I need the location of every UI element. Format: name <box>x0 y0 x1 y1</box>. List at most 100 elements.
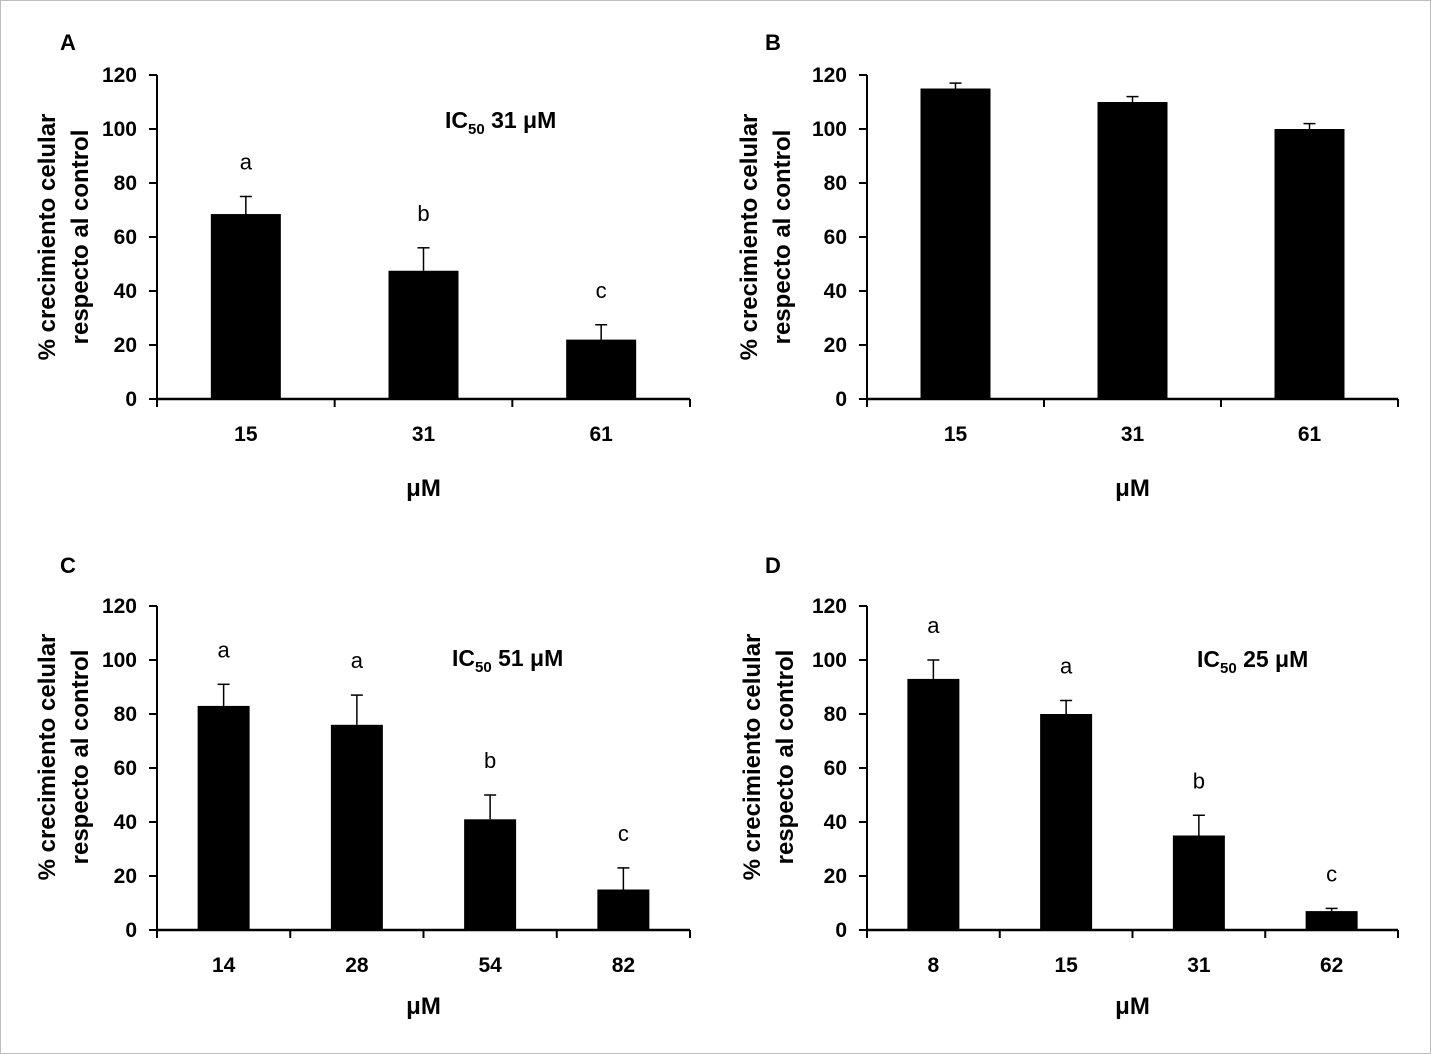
significance-letter: c <box>1326 861 1337 886</box>
y-tick-label: 40 <box>824 811 847 834</box>
ic50-annotation: IC50 25 μM <box>1197 646 1308 677</box>
panel-c: C 0 20 40 60 80 100 120 a 14 a 28 b 54 c 82 μM % crecimie… <box>34 553 691 1020</box>
x-tick-label: 14 <box>212 954 236 977</box>
significance-letter: a <box>218 637 231 662</box>
significance-letter: b <box>484 748 496 773</box>
ic50-subscript: 50 <box>475 659 492 676</box>
bar <box>566 339 637 399</box>
bar <box>388 270 459 399</box>
x-tick-label: 54 <box>478 954 502 977</box>
bar <box>210 214 281 399</box>
bar <box>907 678 960 930</box>
y-tick-label: 60 <box>114 757 137 780</box>
y-tick-label: 20 <box>114 865 137 888</box>
ic50-value: 25 μM <box>1237 646 1309 672</box>
y-tick-label: 60 <box>824 757 847 780</box>
ic50-subscript: 50 <box>1220 660 1237 677</box>
x-tick-label: 28 <box>345 954 369 977</box>
x-tick-label: 8 <box>928 954 940 977</box>
y-tick-label: 60 <box>114 226 137 249</box>
ic50-value: 51 μM <box>492 645 564 671</box>
y-tick-label: 60 <box>824 226 847 249</box>
y-tick-label: 100 <box>102 118 137 141</box>
y-axis-title-line1: % crecimiento celular <box>736 114 763 361</box>
bar <box>920 88 991 399</box>
ic50-prefix: IC <box>1197 646 1220 672</box>
ic50-value: 31 μM <box>485 107 557 133</box>
y-tick-label: 0 <box>125 388 137 411</box>
y-tick-label: 120 <box>812 595 847 618</box>
y-tick-label: 20 <box>824 334 847 357</box>
y-tick-label: 120 <box>102 64 137 87</box>
ic50-prefix: IC <box>445 107 468 133</box>
x-tick-label: 31 <box>1121 423 1145 446</box>
panel-label: C <box>60 553 76 578</box>
y-axis-title-line1: % crecimiento celular <box>739 634 766 881</box>
y-axis-title-line1: % crecimiento celular <box>34 634 61 881</box>
y-tick-label: 40 <box>824 280 847 303</box>
x-tick-label: 15 <box>1054 954 1078 977</box>
x-tick-label: 61 <box>589 423 613 446</box>
y-tick-label: 80 <box>114 703 137 726</box>
significance-letter: a <box>351 648 364 673</box>
y-tick-label: 120 <box>102 595 137 618</box>
panel-label: D <box>765 553 781 578</box>
panel-label: B <box>765 30 781 55</box>
y-tick-label: 20 <box>824 865 847 888</box>
bar <box>1305 911 1358 930</box>
y-axis-title-line2: respecto al control <box>67 650 94 865</box>
x-tick-label: 82 <box>612 954 635 977</box>
y-tick-label: 20 <box>114 334 137 357</box>
significance-letter: b <box>417 201 429 226</box>
y-tick-label: 100 <box>812 649 847 672</box>
x-axis-title: μM <box>1115 993 1150 1020</box>
y-tick-label: 40 <box>114 280 137 303</box>
x-axis-title: μM <box>406 475 441 502</box>
significance-letter: a <box>1060 654 1073 679</box>
y-tick-label: 0 <box>125 919 137 942</box>
y-axis-title-line2: respecto al control <box>67 130 94 345</box>
significance-letter: a <box>927 613 940 638</box>
y-tick-label: 40 <box>114 811 137 834</box>
panel-a: A 0 20 40 60 80 100 120 a 15 b 31 c 61 μM % crecimiento… <box>34 30 691 502</box>
bar <box>197 705 250 930</box>
y-tick-label: 120 <box>812 64 847 87</box>
x-tick-label: 61 <box>1298 423 1322 446</box>
bar <box>1040 714 1093 930</box>
significance-letter: c <box>618 821 629 846</box>
y-tick-label: 80 <box>824 703 847 726</box>
ic50-prefix: IC <box>452 645 475 671</box>
bar <box>330 724 383 930</box>
significance-letter: a <box>240 150 253 175</box>
bar <box>464 819 517 930</box>
ic50-annotation: IC50 51 μM <box>452 645 563 676</box>
y-tick-label: 100 <box>102 649 137 672</box>
y-tick-label: 0 <box>835 919 847 942</box>
bar <box>597 889 650 930</box>
y-axis-title-line2: respecto al control <box>772 650 799 865</box>
bar <box>1097 102 1168 399</box>
x-axis-title: μM <box>406 993 441 1020</box>
y-axis-title-line1: % crecimiento celular <box>34 114 61 361</box>
ic50-subscript: 50 <box>468 121 485 138</box>
significance-letter: b <box>1193 768 1205 793</box>
bar <box>1274 129 1345 399</box>
ic50-annotation: IC50 31 μM <box>445 107 556 138</box>
y-tick-label: 0 <box>835 388 847 411</box>
x-tick-label: 15 <box>944 423 968 446</box>
bar <box>1172 835 1225 930</box>
x-tick-label: 31 <box>1187 954 1211 977</box>
y-tick-label: 80 <box>824 172 847 195</box>
y-tick-label: 100 <box>812 118 847 141</box>
x-tick-label: 62 <box>1320 954 1343 977</box>
x-tick-label: 31 <box>412 423 436 446</box>
y-tick-label: 80 <box>114 172 137 195</box>
x-axis-title: μM <box>1115 475 1150 502</box>
panel-label: A <box>60 30 76 55</box>
panel-b: B 0 20 40 60 80 100 120 15 31 61 μM % crecimiento ce… <box>736 30 1399 502</box>
y-axis-title-line2: respecto al control <box>769 130 796 345</box>
significance-letter: c <box>596 278 607 303</box>
panel-d: D 0 20 40 60 80 100 120 a 8 a 15 b 31 c 62 μM % crecimien… <box>739 553 1399 1020</box>
x-tick-label: 15 <box>234 423 258 446</box>
